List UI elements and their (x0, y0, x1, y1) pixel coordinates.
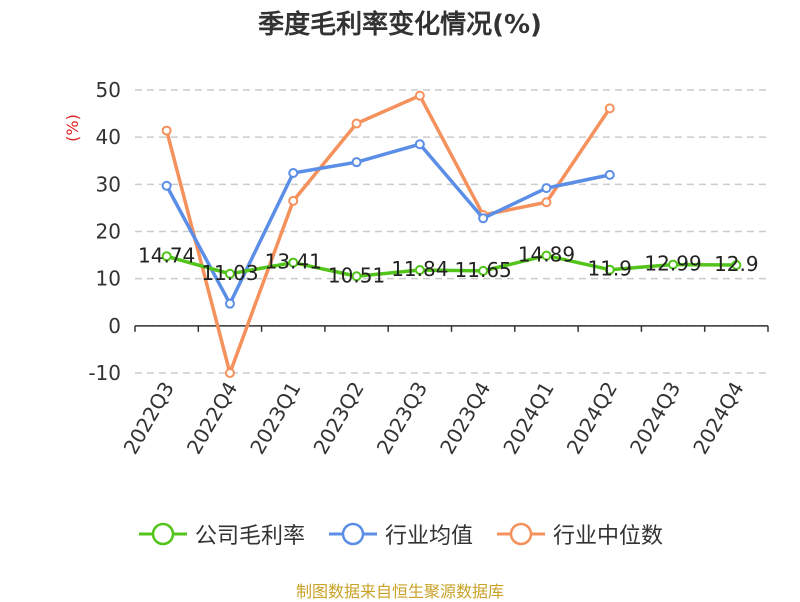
data-point (224, 368, 235, 378)
data-point (161, 251, 172, 262)
series-line (164, 93, 612, 375)
legend-item[interactable]: 行业中位数 (495, 518, 663, 550)
data-point (351, 118, 362, 129)
data-label: 14.74 (138, 243, 195, 267)
data-label: 11.65 (455, 258, 512, 282)
data-label: 10.51 (328, 263, 385, 287)
data-label: 11.84 (391, 257, 448, 281)
legend-item[interactable]: 行业均值 (327, 518, 473, 550)
legend-swatch (497, 522, 545, 546)
data-point (604, 264, 615, 275)
data-point (541, 197, 552, 208)
data-point (731, 259, 742, 270)
x-tick-label: 2024Q4 (688, 378, 748, 459)
data-point (161, 180, 172, 191)
legend-label: 行业中位数 (553, 524, 664, 549)
data-label: 12.9 (714, 252, 759, 276)
data-point (161, 125, 172, 136)
x-tick-label: 2023Q3 (372, 378, 432, 459)
data-point (288, 195, 299, 206)
x-tick-label: 2022Q3 (119, 378, 179, 459)
source-note: 制图数据来自恒生聚源数据库 (295, 582, 504, 601)
data-point (351, 271, 362, 282)
y-tick-label: 10 (96, 267, 121, 291)
legend-label: 公司毛利率 (194, 524, 305, 549)
data-point (414, 90, 425, 101)
data-point (224, 268, 235, 279)
data-point (541, 250, 552, 261)
data-point (478, 213, 489, 224)
data-point (541, 183, 552, 194)
legend-label: 行业均值 (384, 524, 473, 549)
x-tick-label: 2023Q4 (435, 378, 495, 459)
data-point (604, 103, 615, 114)
data-label: 11.9 (587, 257, 632, 281)
y-axis-label: (%) (63, 114, 82, 142)
legend-swatch (328, 522, 377, 546)
data-point (224, 298, 235, 309)
y-tick-label: 20 (96, 220, 121, 244)
legend-swatch (138, 522, 187, 546)
x-tick-label: 2022Q4 (182, 378, 242, 459)
x-tick-label: 2024Q1 (498, 378, 558, 459)
data-point (351, 157, 362, 168)
x-tick-label: 2023Q1 (245, 378, 305, 459)
chart-title: 季度毛利率变化情况(%) (258, 10, 542, 40)
x-tick-label: 2023Q2 (308, 378, 368, 459)
data-point (478, 265, 489, 276)
data-label: 13.41 (265, 250, 322, 274)
data-label: 11.03 (201, 261, 258, 285)
data-label: 14.89 (518, 243, 575, 267)
y-tick-label: 0 (108, 314, 121, 338)
data-point (668, 259, 679, 270)
x-tick-label: 2024Q2 (562, 378, 622, 459)
data-point (604, 169, 615, 180)
data-point (288, 257, 299, 268)
series-line (166, 253, 737, 279)
legend: 公司毛利率 行业均值 行业中位数 (0, 518, 800, 550)
series-line (165, 142, 611, 306)
y-tick-label: -10 (88, 361, 121, 385)
data-point (414, 264, 425, 275)
data-label: 12.99 (644, 252, 701, 276)
series-layer (161, 90, 742, 378)
x-tick-label: 2024Q3 (625, 378, 685, 459)
legend-item[interactable]: 公司毛利率 (137, 518, 305, 550)
y-tick-label: 30 (96, 172, 121, 196)
y-tick-label: 40 (96, 125, 121, 149)
y-tick-label: 50 (96, 78, 121, 102)
data-point (288, 168, 299, 179)
data-point (414, 139, 425, 150)
